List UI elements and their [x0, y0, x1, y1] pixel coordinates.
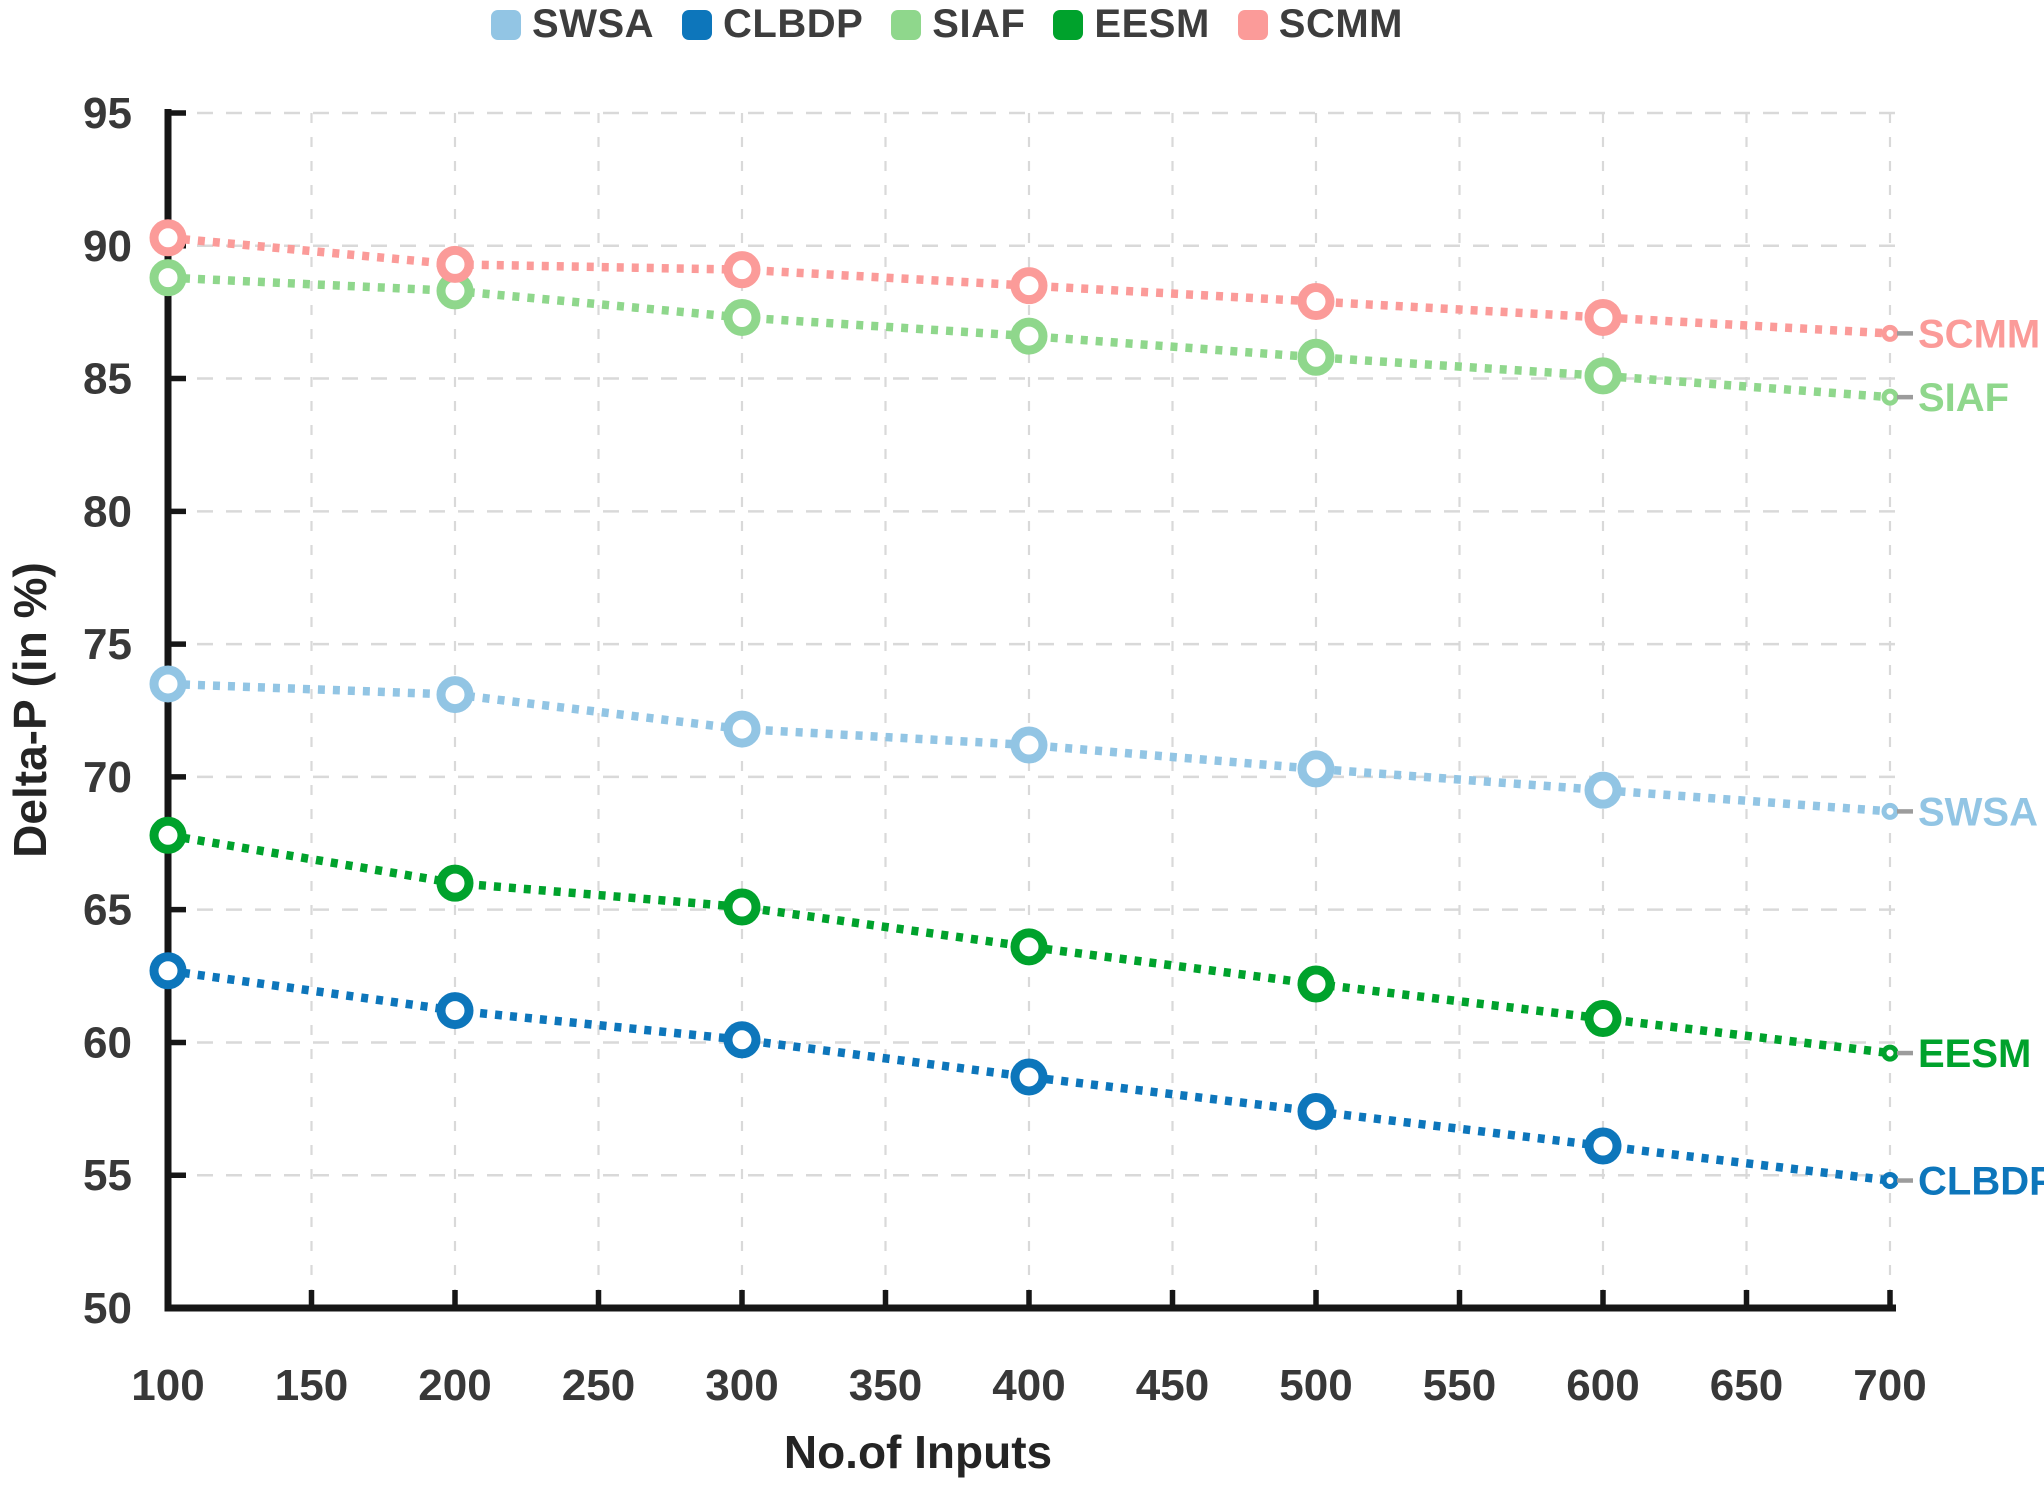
- end-marker-siaf: [1881, 388, 1899, 406]
- y-tick-label: 90: [83, 222, 132, 271]
- legend-label-siaf: SIAF: [932, 2, 1026, 46]
- data-point-scmm: [436, 245, 474, 283]
- data-point-siaf: [1584, 357, 1622, 395]
- legend-label-scmm: SCMM: [1278, 2, 1403, 46]
- x-tick-label: 250: [562, 1361, 635, 1410]
- x-axis-title: No.of Inputs: [783, 1426, 1053, 1478]
- data-point-scmm: [149, 219, 187, 257]
- legend-swatch-swsa: [491, 9, 522, 40]
- legend-swatch-siaf: [891, 9, 922, 40]
- x-tick-label: 650: [1710, 1361, 1783, 1410]
- data-point-clbdp: [1297, 1092, 1335, 1130]
- x-tick-label: 600: [1566, 1361, 1639, 1410]
- legend-item-scmm: SCMM: [1237, 2, 1403, 47]
- x-tick-label: 450: [1136, 1361, 1209, 1410]
- data-point-eesm: [1297, 965, 1335, 1003]
- legend-swatch-clbdp: [682, 9, 713, 40]
- end-marker-swsa: [1881, 802, 1899, 820]
- data-point-eesm: [436, 864, 474, 902]
- data-point-scmm: [1010, 267, 1048, 305]
- legend-label-clbdp: CLBDP: [723, 2, 864, 46]
- y-tick-label: 70: [83, 753, 132, 802]
- data-point-siaf: [1010, 317, 1048, 355]
- x-tick-label: 550: [1423, 1361, 1496, 1410]
- y-tick-label: 55: [83, 1151, 132, 1200]
- end-label-swsa: SWSA: [1918, 790, 2038, 834]
- y-tick-label: 85: [83, 355, 132, 404]
- data-point-clbdp: [149, 952, 187, 990]
- data-point-scmm: [1297, 283, 1335, 321]
- data-point-swsa: [1297, 750, 1335, 788]
- x-tick-label: 350: [849, 1361, 922, 1410]
- legend-item-clbdp: CLBDP: [682, 2, 863, 47]
- y-tick-label: 75: [83, 620, 132, 669]
- data-point-scmm: [723, 251, 761, 289]
- legend-label-eesm: EESM: [1094, 2, 1210, 46]
- legend-item-siaf: SIAF: [891, 2, 1025, 47]
- y-tick-label: 80: [83, 487, 132, 536]
- legend-item-swsa: SWSA: [491, 2, 654, 47]
- data-point-clbdp: [436, 992, 474, 1030]
- data-point-swsa: [149, 665, 187, 703]
- x-tick-label: 150: [275, 1361, 348, 1410]
- data-point-clbdp: [1584, 1127, 1622, 1165]
- data-point-clbdp: [1010, 1058, 1048, 1096]
- end-marker-scmm: [1881, 324, 1899, 342]
- x-tick-label: 200: [418, 1361, 491, 1410]
- legend-swatch-eesm: [1053, 9, 1084, 40]
- y-tick-label: 65: [83, 886, 132, 935]
- y-tick-label: 60: [83, 1018, 132, 1067]
- end-label-clbdp: CLBDP: [1918, 1160, 2044, 1204]
- data-point-eesm: [723, 888, 761, 926]
- y-axis-title: Delta-P (in %): [4, 562, 56, 858]
- end-marker-eesm: [1881, 1044, 1899, 1062]
- x-tick-label: 100: [131, 1361, 204, 1410]
- data-point-swsa: [723, 710, 761, 748]
- end-label-eesm: EESM: [1918, 1032, 2031, 1076]
- end-marker-clbdp: [1881, 1172, 1899, 1190]
- data-point-eesm: [1010, 928, 1048, 966]
- data-point-eesm: [149, 816, 187, 854]
- legend-swatch-scmm: [1237, 9, 1268, 40]
- y-tick-label: 50: [83, 1284, 132, 1333]
- y-tick-label: 95: [83, 89, 132, 138]
- data-point-siaf: [723, 298, 761, 336]
- data-point-swsa: [1010, 726, 1048, 764]
- data-point-swsa: [436, 676, 474, 714]
- end-label-scmm: SCMM: [1918, 312, 2040, 356]
- data-point-scmm: [1584, 298, 1622, 336]
- data-point-siaf: [1297, 338, 1335, 376]
- data-point-siaf: [149, 259, 187, 297]
- data-point-clbdp: [723, 1021, 761, 1059]
- x-tick-label: 300: [705, 1361, 778, 1410]
- data-point-swsa: [1584, 771, 1622, 809]
- x-tick-label: 400: [992, 1361, 1065, 1410]
- data-point-eesm: [1584, 1000, 1622, 1038]
- legend-item-eesm: EESM: [1053, 2, 1209, 47]
- legend-label-swsa: SWSA: [532, 2, 655, 46]
- end-label-siaf: SIAF: [1918, 376, 2009, 420]
- legend: SWSA CLBDP SIAF EESM SCMM: [491, 2, 1403, 47]
- x-tick-label: 500: [1279, 1361, 1352, 1410]
- x-tick-label: 700: [1853, 1361, 1926, 1410]
